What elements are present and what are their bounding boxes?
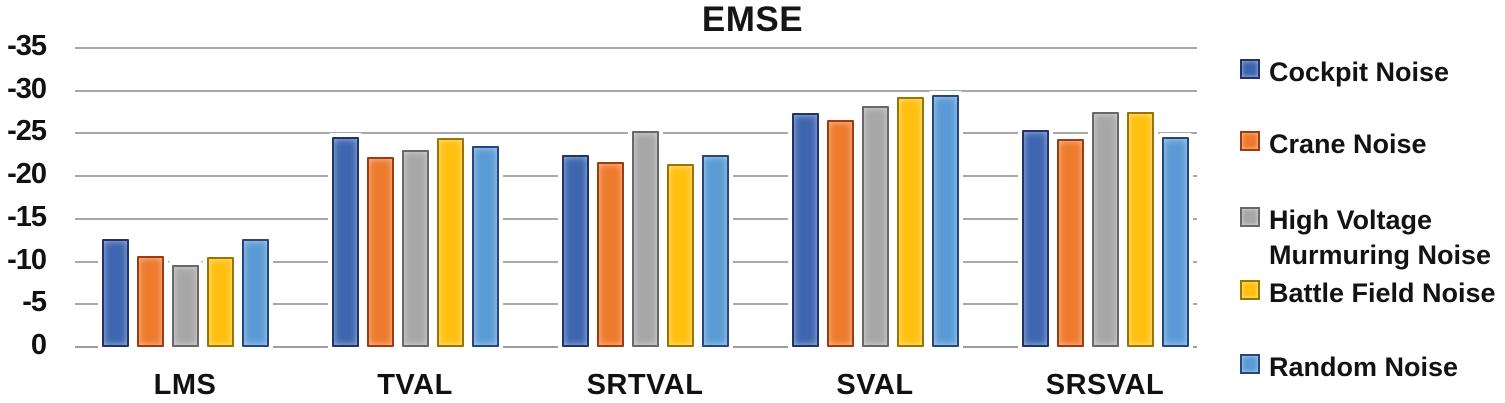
- bar-battle-field-noise-lms: [206, 257, 234, 347]
- bar-crane-noise-srtval: [596, 162, 624, 347]
- x-axis-baseline: [75, 346, 1197, 348]
- legend-item-cockpit-noise: Cockpit Noise: [1240, 55, 1449, 90]
- y-axis-tick-label: -20: [7, 158, 47, 191]
- bar-random-noise-sval: [931, 94, 959, 347]
- y-axis-tick-label: -5: [22, 286, 47, 319]
- bar-battle-field-noise-sval: [896, 96, 924, 347]
- legend-item-random-noise: Random Noise: [1240, 350, 1458, 385]
- bar-random-noise-srsval: [1161, 136, 1189, 347]
- x-category-label-srtval: SRTVAL: [586, 369, 704, 401]
- bar-cockpit-noise-tval: [331, 136, 359, 347]
- bar-crane-noise-sval: [826, 119, 854, 347]
- y-axis-tick-label: -15: [7, 201, 47, 234]
- x-category-label-tval: TVAL: [377, 369, 453, 401]
- bar-cockpit-noise-lms: [101, 239, 129, 347]
- x-category-label-srsval: SRSVAL: [1045, 369, 1165, 401]
- bar-cockpit-noise-srsval: [1021, 130, 1049, 347]
- bar-random-noise-tval: [471, 146, 499, 347]
- bar-random-noise-lms: [241, 238, 269, 347]
- y-axis-tick-label: 0: [30, 329, 47, 362]
- legend-label: Battle Field Noise: [1269, 278, 1496, 308]
- legend-label: Crane Noise: [1269, 129, 1427, 159]
- legend-label: High Voltage Murmuring Noise: [1269, 205, 1492, 270]
- bar-crane-noise-lms: [136, 255, 164, 347]
- legend-marker-icon: [1240, 59, 1260, 79]
- legend-item-high-voltage-murmuring-noise: High Voltage Murmuring Noise: [1240, 203, 1491, 273]
- bar-battle-field-noise-srsval: [1126, 112, 1154, 347]
- legend-item-crane-noise: Crane Noise: [1240, 127, 1427, 162]
- bar-high-voltage-murmuring-noise-srsval: [1091, 112, 1119, 347]
- bar-battle-field-noise-tval: [436, 137, 464, 347]
- y-axis-tick-label: -35: [7, 30, 47, 63]
- bar-cockpit-noise-sval: [791, 112, 819, 347]
- gridline: [75, 47, 1197, 49]
- legend-marker-icon: [1240, 207, 1260, 227]
- legend-item-battle-field-noise: Battle Field Noise: [1240, 276, 1496, 311]
- bar-high-voltage-murmuring-noise-srtval: [631, 130, 659, 347]
- bar-high-voltage-murmuring-noise-lms: [171, 264, 199, 347]
- bar-cockpit-noise-srtval: [561, 154, 589, 347]
- x-category-label-sval: SVAL: [836, 369, 914, 401]
- legend-label: Cockpit Noise: [1269, 57, 1450, 87]
- bar-high-voltage-murmuring-noise-sval: [861, 106, 889, 347]
- bar-high-voltage-murmuring-noise-tval: [401, 149, 429, 347]
- bar-battle-field-noise-srtval: [666, 164, 694, 347]
- gridline: [75, 89, 1197, 92]
- bar-crane-noise-srsval: [1056, 139, 1084, 347]
- legend-marker-icon: [1240, 131, 1260, 151]
- legend-label: Random Noise: [1269, 352, 1459, 382]
- bar-random-noise-srtval: [701, 154, 729, 347]
- chart-title: EMSE: [701, 0, 804, 39]
- legend-marker-icon: [1240, 280, 1260, 300]
- legend-marker-icon: [1240, 354, 1260, 374]
- y-axis-tick-label: -25: [7, 115, 47, 148]
- y-axis-tick-label: -30: [7, 72, 47, 105]
- y-axis-tick-label: -10: [7, 243, 47, 276]
- x-category-label-lms: LMS: [153, 369, 217, 401]
- bar-crane-noise-tval: [366, 157, 394, 347]
